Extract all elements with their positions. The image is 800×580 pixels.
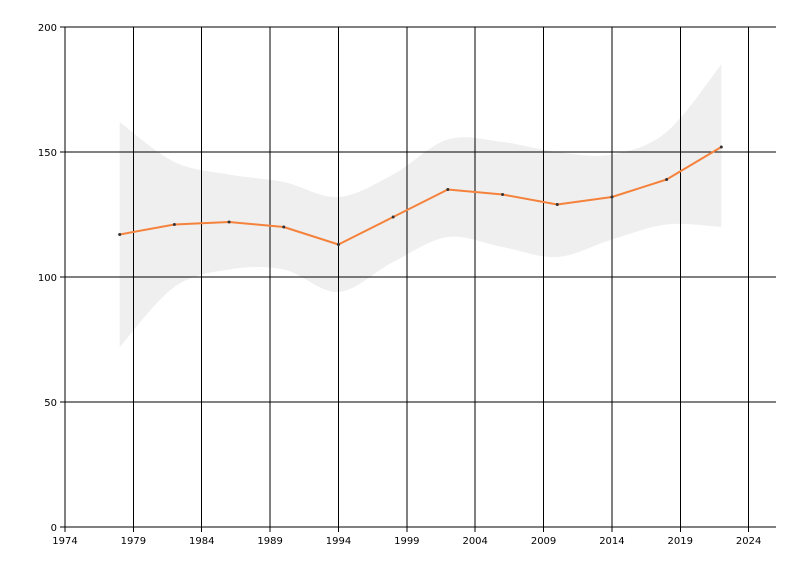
data-point [555, 203, 559, 206]
x-tick-label: 1979 [121, 536, 146, 547]
x-tick-label: 1999 [394, 536, 419, 547]
data-point [118, 233, 122, 236]
data-point [610, 195, 614, 199]
data-point [665, 178, 669, 181]
x-tick-label: 1989 [257, 536, 282, 547]
y-tick-label: 100 [38, 273, 57, 284]
data-point [336, 243, 340, 246]
y-tick-label: 200 [38, 23, 57, 34]
confidence-band-layer [119, 64, 722, 347]
y-tick-label: 50 [44, 398, 57, 409]
x-tick-label: 2019 [668, 536, 693, 547]
x-tick-label: 2024 [736, 536, 761, 547]
y-axis-ticks: 0 50 100 150 200 [38, 23, 65, 534]
series-line [119, 146, 722, 246]
y-tick-label: 0 [51, 523, 57, 534]
data-point [282, 225, 286, 229]
x-tick-label: 2014 [599, 536, 624, 547]
data-point [172, 223, 176, 226]
data-point [391, 215, 395, 219]
data-point [446, 188, 450, 191]
confidence-band [119, 64, 722, 347]
x-tick-label: 1984 [189, 536, 214, 547]
x-tick-label: 2009 [531, 536, 556, 547]
x-tick-label: 1974 [52, 536, 77, 547]
data-points [118, 145, 723, 246]
x-axis-ticks: 1974 1979 1984 1989 1994 1999 2004 2009 2014 2019… [52, 527, 761, 547]
data-point [719, 145, 723, 149]
data-point [227, 220, 231, 224]
data-point [501, 193, 505, 196]
x-tick-label: 1994 [326, 536, 351, 547]
series-line-layer [119, 146, 722, 246]
y-tick-label: 150 [38, 148, 57, 159]
x-tick-label: 2004 [462, 536, 487, 547]
gridlines [65, 26, 776, 527]
